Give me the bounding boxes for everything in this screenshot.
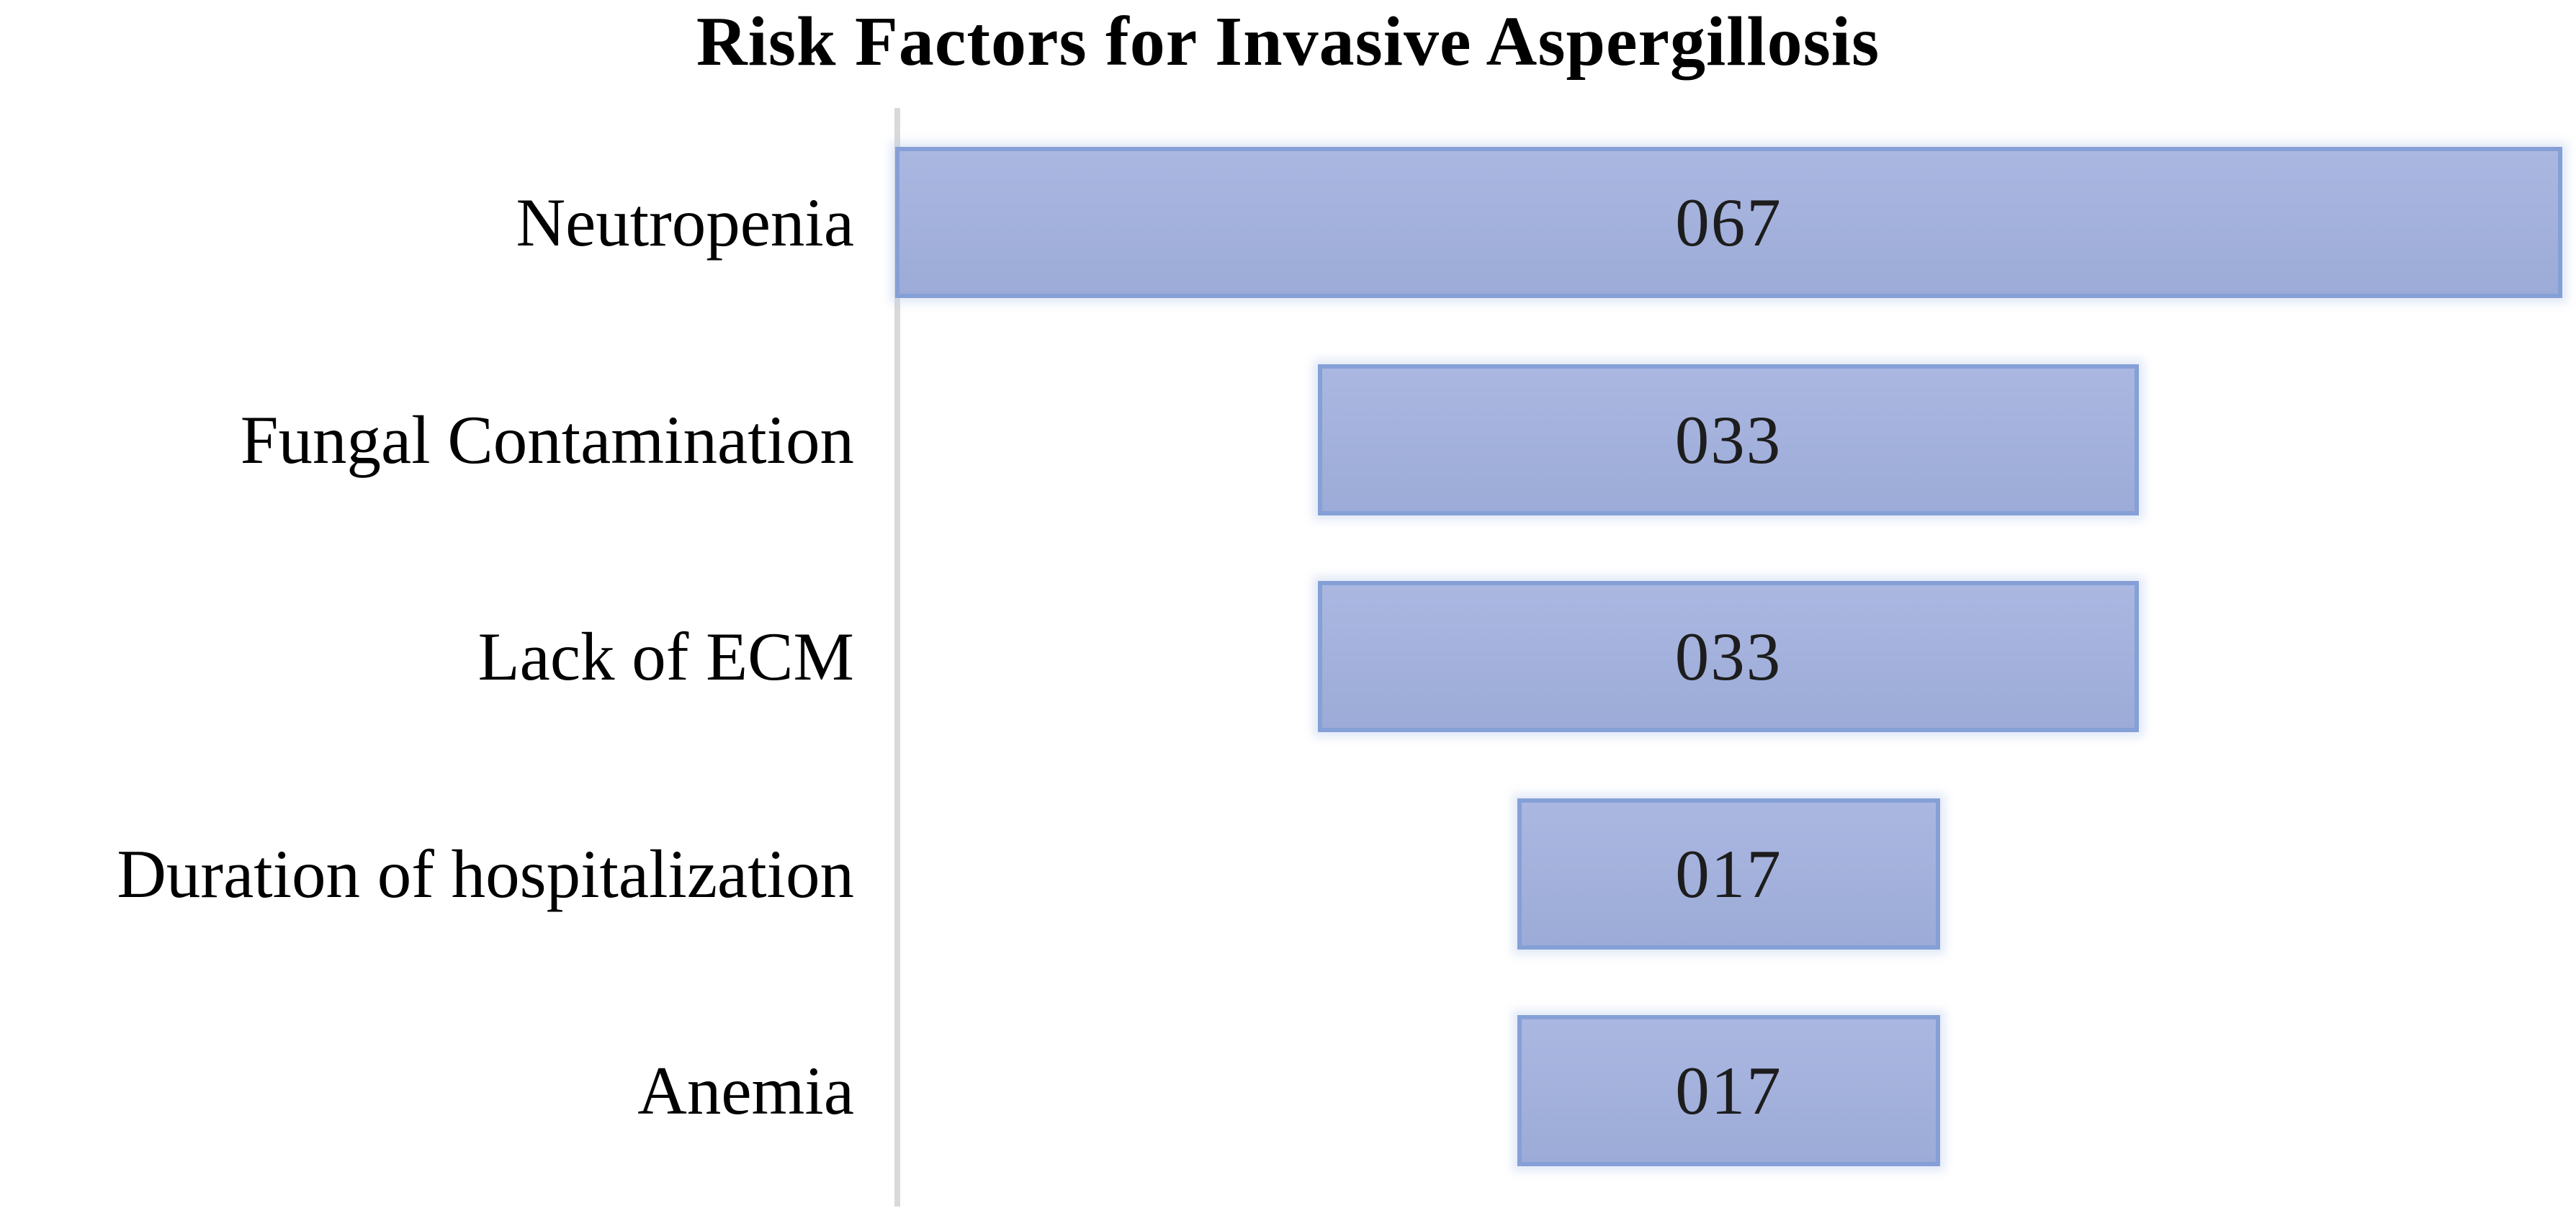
funnel-row: Duration of hospitalization 017	[0, 798, 2576, 950]
funnel-row: Fungal Contamination 033	[0, 364, 2576, 515]
bar-value-label: 033	[1674, 402, 1782, 478]
category-label: Anemia	[637, 1053, 854, 1129]
funnel-row: Lack of ECM 033	[0, 581, 2576, 732]
category-label: Fungal Contamination	[240, 402, 854, 478]
bar-value-label: 033	[1674, 618, 1782, 695]
funnel-bar: 067	[895, 147, 2562, 298]
funnel-bar: 017	[1517, 1015, 1940, 1166]
funnel-bar: 033	[1318, 364, 2139, 515]
bar-value-label: 067	[1675, 184, 1782, 261]
category-label: Neutropenia	[516, 184, 854, 261]
category-label: Duration of hospitalization	[117, 836, 854, 912]
chart-title: Risk Factors for Invasive Aspergillosis	[696, 3, 1880, 81]
bar-value-label: 017	[1675, 836, 1782, 912]
funnel-bar: 033	[1318, 581, 2139, 732]
funnel-row: Neutropenia 067	[0, 147, 2576, 298]
bar-value-label: 017	[1675, 1053, 1782, 1129]
category-label: Lack of ECM	[477, 618, 854, 695]
funnel-bar: 017	[1517, 798, 1940, 950]
funnel-row: Anemia 017	[0, 1015, 2576, 1166]
category-axis-line	[894, 108, 900, 1207]
